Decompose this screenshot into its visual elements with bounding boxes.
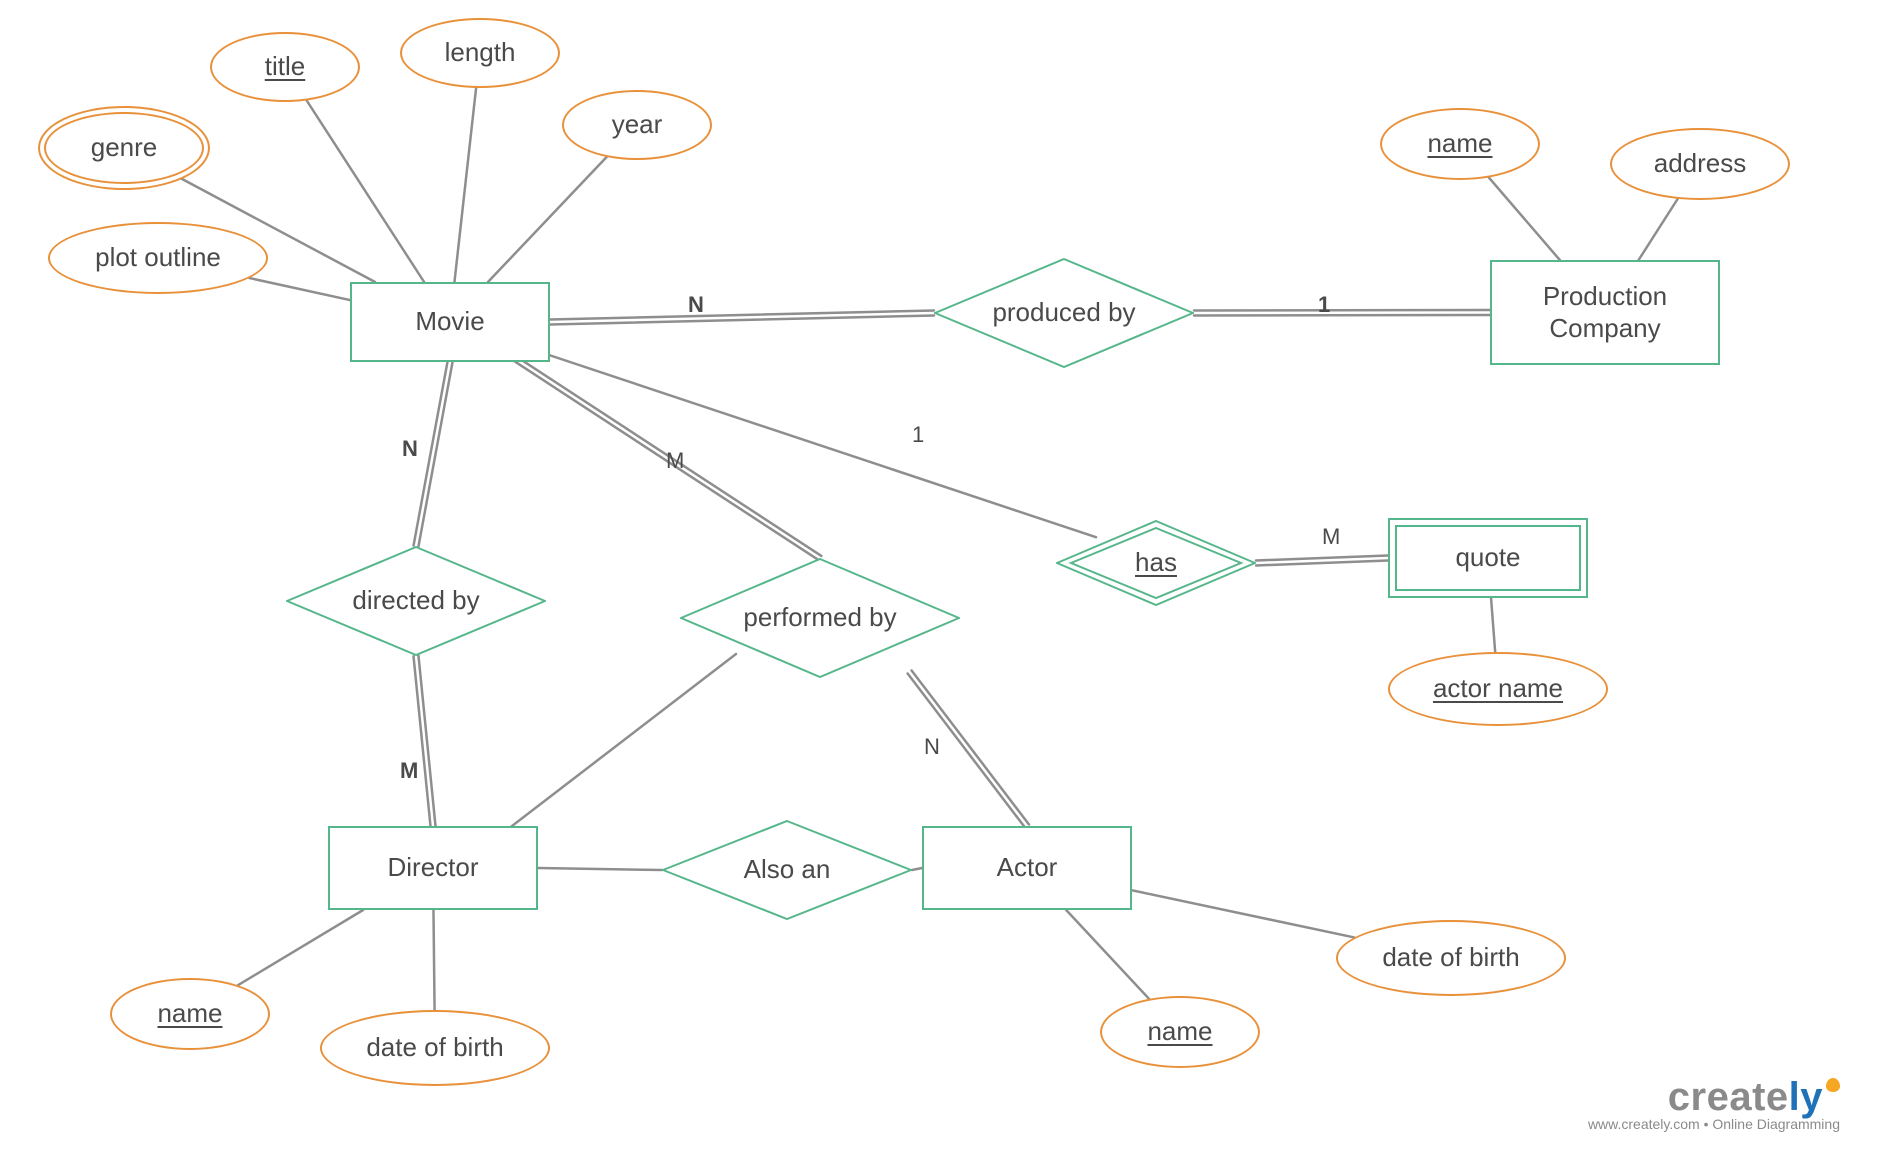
brand-text-accent: ly (1789, 1075, 1823, 1119)
node-pc_name: name (1380, 108, 1540, 180)
node-q_actorname: actor name (1388, 652, 1608, 726)
node-m_title: title (210, 32, 360, 102)
node-label: quote (1455, 542, 1520, 573)
cardinality-label: N (924, 734, 940, 760)
node-performed_by: performed by (680, 558, 960, 678)
brand-tagline: www.creately.com • Online Diagramming (1588, 1116, 1840, 1132)
node-label: Also an (744, 854, 831, 885)
node-d_dob: date of birth (320, 1010, 550, 1086)
node-directed_by: directed by (286, 546, 546, 656)
cardinality-label: M (666, 448, 684, 474)
node-label: actor name (1433, 673, 1563, 704)
node-label: name (1147, 1016, 1212, 1047)
cardinality-label: N (402, 436, 418, 462)
node-a_dob: date of birth (1336, 920, 1566, 996)
node-actor: Actor (922, 826, 1132, 910)
node-label: name (1427, 128, 1492, 159)
node-label: title (265, 51, 305, 82)
brand-logo: creately (1588, 1075, 1840, 1120)
node-label: date of birth (366, 1032, 503, 1063)
node-label: produced by (992, 297, 1135, 328)
node-m_plot: plot outline (48, 222, 268, 294)
node-label: Movie (415, 306, 484, 337)
node-produced_by: produced by (934, 258, 1194, 368)
node-label: genre (91, 132, 158, 163)
bulb-icon (1826, 1078, 1840, 1092)
node-a_name: name (1100, 996, 1260, 1068)
node-label: year (612, 109, 663, 140)
node-label: has (1135, 547, 1177, 578)
cardinality-label: 1 (912, 422, 924, 448)
brand-footer: creately www.creately.com • Online Diagr… (1588, 1075, 1840, 1132)
cardinality-label: 1 (1318, 292, 1330, 318)
node-m_genre: genre (44, 112, 204, 184)
node-label: name (157, 998, 222, 1029)
cardinality-label: N (688, 292, 704, 318)
node-director: Director (328, 826, 538, 910)
node-pc_addr: address (1610, 128, 1790, 200)
node-d_name: name (110, 978, 270, 1050)
node-movie: Movie (350, 282, 550, 362)
node-m_year: year (562, 90, 712, 160)
node-m_length: length (400, 18, 560, 88)
node-label: date of birth (1382, 942, 1519, 973)
er-diagram-canvas: creately www.creately.com • Online Diagr… (0, 0, 1880, 1150)
node-label: directed by (352, 585, 479, 616)
node-has: has (1056, 520, 1256, 606)
cardinality-label: M (1322, 524, 1340, 550)
node-quote: quote (1388, 518, 1588, 598)
node-label: length (445, 37, 516, 68)
node-label: address (1654, 148, 1747, 179)
node-label: Director (387, 852, 478, 883)
node-label: Production Company (1543, 281, 1667, 343)
node-label: Actor (997, 852, 1058, 883)
node-prodco: Production Company (1490, 260, 1720, 365)
cardinality-label: M (400, 758, 418, 784)
node-label: plot outline (95, 242, 221, 273)
node-also_an: Also an (662, 820, 912, 920)
node-label: performed by (743, 602, 896, 633)
brand-text-dark: create (1668, 1075, 1789, 1119)
